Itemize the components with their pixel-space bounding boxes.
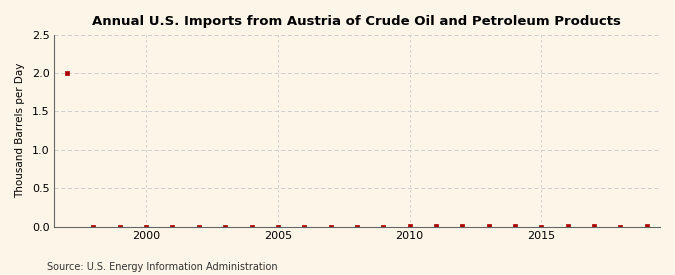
Text: Source: U.S. Energy Information Administration: Source: U.S. Energy Information Administ…: [47, 262, 278, 272]
Y-axis label: Thousand Barrels per Day: Thousand Barrels per Day: [15, 63, 25, 198]
Title: Annual U.S. Imports from Austria of Crude Oil and Petroleum Products: Annual U.S. Imports from Austria of Crud…: [92, 15, 622, 28]
